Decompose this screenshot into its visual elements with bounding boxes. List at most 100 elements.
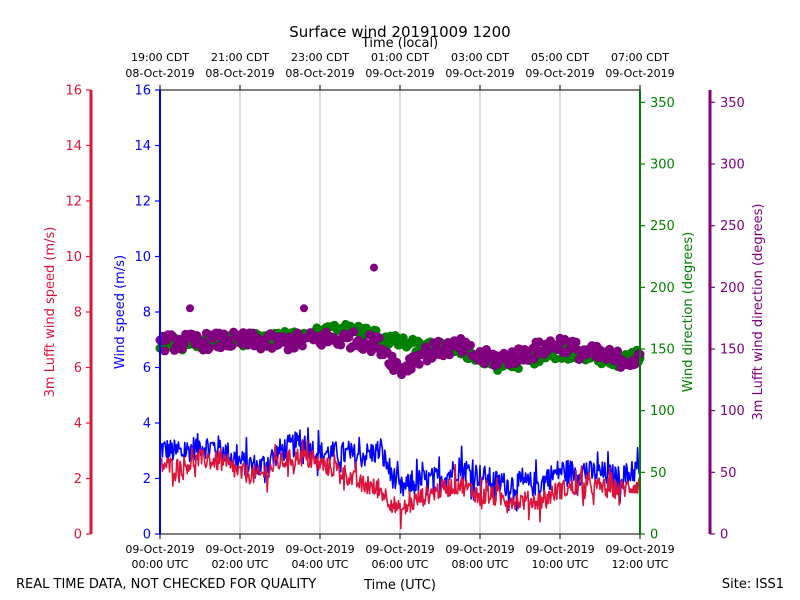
- 3m-lufft-wind-speed-m-s-line: [159, 439, 641, 530]
- lufft-direction-tick-label: 250: [720, 219, 745, 234]
- 3m-lufft-wind-direction-outliers-point: [370, 263, 378, 272]
- utc-tick-date: 09-Oct-2019: [285, 543, 354, 556]
- local-tick-time: 05:00 CDT: [531, 51, 589, 64]
- lufft-speed-tick-label: 0: [74, 528, 82, 543]
- local-tick-time: 21:00 CDT: [211, 51, 269, 64]
- 3m-lufft-wind-direction-degrees-point: [571, 337, 581, 347]
- 3m-lufft-wind-direction-degrees-markers: [155, 327, 645, 380]
- lufft-speed-axis-label: 3m Lufft wind speed (m/s): [43, 227, 58, 398]
- lufft-direction-tick-label: 300: [720, 158, 745, 173]
- local-tick-date: 09-Oct-2019: [445, 67, 514, 80]
- local-tick-time: 19:00 CDT: [131, 51, 189, 64]
- wind-direction-degrees-point: [392, 332, 402, 342]
- wind-direction-tick-label: 350: [650, 96, 675, 111]
- local-tick-time: 03:00 CDT: [451, 51, 509, 64]
- 3m-lufft-wind-direction-degrees-point: [297, 341, 307, 351]
- utc-tick-time: 02:00 UTC: [211, 558, 268, 571]
- series-layer: [155, 263, 645, 530]
- local-tick-date: 08-Oct-2019: [205, 67, 274, 80]
- wind-direction-axis-label: Wind direction (degrees): [681, 232, 696, 392]
- time-ticks: 09-Oct-2019 00:00 UTC 09-Oct-2019 02:00 UTC…: [125, 51, 674, 571]
- wind-direction-degrees-point: [371, 326, 381, 335]
- wind-direction-tick-label: 300: [650, 158, 675, 173]
- local-tick-time: 07:00 CDT: [611, 51, 669, 64]
- wind-direction-degrees-point: [550, 354, 560, 364]
- lufft-speed-tick-label: 8: [74, 306, 82, 321]
- 3m-lufft-wind-direction-degrees-point: [465, 340, 475, 350]
- local-tick-date: 09-Oct-2019: [365, 67, 434, 80]
- 3m-lufft-wind-direction-outliers-point: [186, 304, 194, 313]
- lufft-direction-axis-label: 3m Lufft wind direction (degrees): [751, 204, 766, 421]
- wind-direction-tick-label: 150: [650, 343, 675, 358]
- wind-speed-axis-label: Wind speed (m/s): [113, 255, 128, 369]
- wind-direction-tick-label: 200: [650, 281, 675, 296]
- lufft-direction-tick-label: 50: [720, 466, 737, 481]
- utc-tick-date: 09-Oct-2019: [365, 543, 434, 556]
- utc-tick-date: 09-Oct-2019: [605, 543, 674, 556]
- lufft-speed-tick-label: 6: [74, 361, 82, 376]
- wind-speed-tick-label: 16: [134, 84, 151, 99]
- bottom-axis-label: Time (UTC): [363, 578, 436, 593]
- wind-direction-tick-label: 100: [650, 404, 675, 419]
- utc-tick-time: 00:00 UTC: [131, 558, 188, 571]
- 3m-lufft-wind-direction-degrees-point: [219, 329, 229, 339]
- lufft-direction-tick-label: 0: [720, 528, 728, 543]
- wind-speed-tick-label: 2: [143, 472, 151, 487]
- wind-speed-tick-label: 4: [143, 417, 151, 432]
- local-tick-date: 09-Oct-2019: [605, 67, 674, 80]
- lufft-speed-tick-label: 4: [74, 417, 82, 432]
- top-axis-label: Time (local): [361, 36, 438, 51]
- lufft-speed-tick-label: 10: [65, 250, 82, 265]
- lufft-direction-tick-label: 200: [720, 281, 745, 296]
- utc-tick-time: 08:00 UTC: [451, 558, 508, 571]
- chart-title: Surface wind 20191009 1200: [289, 23, 510, 41]
- wind-direction-tick-label: 250: [650, 219, 675, 234]
- 3m-lufft-wind-direction-degrees-point: [433, 336, 443, 346]
- utc-tick-time: 04:00 UTC: [291, 558, 348, 571]
- wind-speed-tick-label: 0: [143, 528, 151, 543]
- lufft-speed-tick-label: 14: [65, 139, 82, 154]
- local-tick-date: 08-Oct-2019: [125, 67, 194, 80]
- utc-tick-date: 09-Oct-2019: [525, 543, 594, 556]
- wind-speed-tick-label: 6: [143, 361, 151, 376]
- site-label: Site: ISS1: [722, 577, 784, 592]
- 3m-lufft-wind-direction-degrees-point: [509, 350, 519, 360]
- local-tick-time: 23:00 CDT: [291, 51, 349, 64]
- utc-tick-time: 10:00 UTC: [531, 558, 588, 571]
- 3m-lufft-wind-direction-degrees-point: [289, 343, 299, 353]
- lufft-speed-tick-label: 12: [65, 195, 82, 210]
- wind-direction-tick-label: 0: [650, 528, 658, 543]
- 3m-lufft-wind-direction-degrees-point: [374, 333, 384, 343]
- lufft-direction-tick-label: 150: [720, 343, 745, 358]
- utc-tick-date: 09-Oct-2019: [445, 543, 514, 556]
- 3m-lufft-wind-direction-degrees-point: [227, 341, 237, 351]
- wind-speed-m-s-line: [159, 427, 641, 512]
- utc-tick-date: 09-Oct-2019: [205, 543, 274, 556]
- local-tick-date: 09-Oct-2019: [525, 67, 594, 80]
- 3m-lufft-wind-direction-degrees-point: [336, 340, 346, 350]
- wind-speed-tick-label: 14: [134, 139, 151, 154]
- 3m-lufft-wind-direction-degrees-point: [529, 353, 539, 363]
- axes-layer: 0 2 4 6 8 10 12 14 16 3m Lufft wind speed (m/s) 0 2…: [43, 84, 766, 543]
- quality-note: REAL TIME DATA, NOT CHECKED FOR QUALITY: [16, 577, 316, 592]
- wind-speed-tick-label: 8: [143, 306, 151, 321]
- utc-tick-time: 06:00 UTC: [371, 558, 428, 571]
- 3m-lufft-wind-direction-outliers-point: [300, 304, 308, 313]
- lufft-speed-tick-label: 16: [65, 84, 82, 99]
- 3m-lufft-wind-direction-degrees-point: [613, 346, 623, 356]
- utc-tick-time: 12:00 UTC: [611, 558, 668, 571]
- lufft-direction-tick-label: 350: [720, 96, 745, 111]
- 3m-lufft-wind-direction-degrees-point: [238, 328, 248, 338]
- utc-tick-date: 09-Oct-2019: [125, 543, 194, 556]
- 3m-lufft-wind-direction-degrees-point: [160, 346, 170, 356]
- wind-direction-tick-label: 50: [650, 466, 667, 481]
- 3m-lufft-wind-direction-degrees-point: [445, 350, 455, 360]
- local-tick-time: 01:00 CDT: [371, 51, 429, 64]
- 3m-lufft-wind-direction-degrees-point: [349, 327, 359, 337]
- 3m-lufft-wind-direction-degrees-point: [414, 359, 424, 369]
- 3m-lufft-wind-direction-degrees-point: [205, 343, 215, 353]
- local-tick-date: 08-Oct-2019: [285, 67, 354, 80]
- wind-speed-tick-label: 10: [134, 250, 151, 265]
- lufft-direction-tick-label: 100: [720, 404, 745, 419]
